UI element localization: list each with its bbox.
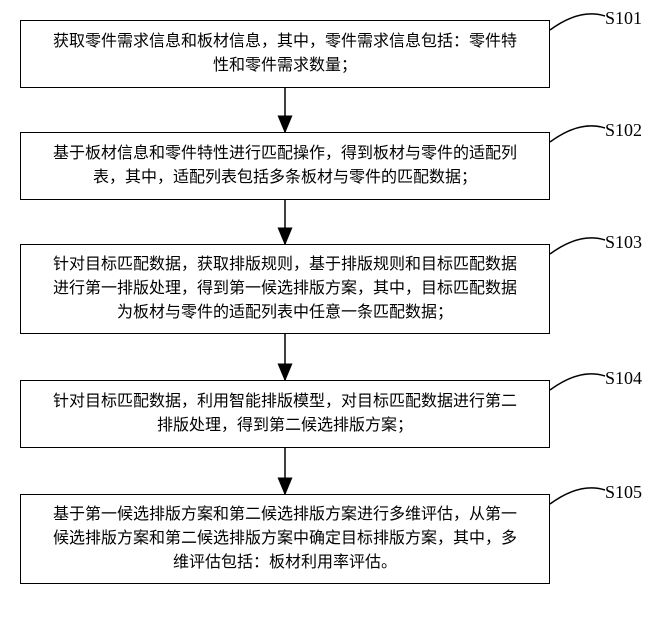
step-text: 获取零件需求信息和板材信息，其中，零件需求信息包括：零件特 性和零件需求数量； — [53, 30, 517, 78]
step-label-s102: S102 — [605, 120, 642, 141]
callout-curve-s103 — [550, 238, 605, 254]
step-box-s102: 基于板材信息和零件特性进行匹配操作，得到板材与零件的适配列 表，其中，适配列表包… — [20, 132, 550, 200]
step-text: 基于板材信息和零件特性进行匹配操作，得到板材与零件的适配列 表，其中，适配列表包… — [53, 142, 517, 190]
callout-curve-s102 — [550, 126, 605, 142]
step-label-s104: S104 — [605, 368, 642, 389]
step-box-s104: 针对目标匹配数据，利用智能排版模型，对目标匹配数据进行第二 排版处理，得到第二候… — [20, 380, 550, 448]
step-label-s105: S105 — [605, 482, 642, 503]
step-label-s101: S101 — [605, 8, 642, 29]
step-box-s103: 针对目标匹配数据，获取排版规则，基于排版规则和目标匹配数据 进行第一排版处理，得… — [20, 244, 550, 334]
callout-curve-s101 — [550, 14, 605, 30]
step-text: 针对目标匹配数据，获取排版规则，基于排版规则和目标匹配数据 进行第一排版处理，得… — [53, 253, 517, 325]
step-box-s105: 基于第一候选排版方案和第二候选排版方案进行多维评估，从第一 候选排版方案和第二候… — [20, 494, 550, 584]
step-text: 基于第一候选排版方案和第二候选排版方案进行多维评估，从第一 候选排版方案和第二候… — [53, 503, 517, 575]
callout-curve-s105 — [550, 488, 605, 504]
flowchart-container: 获取零件需求信息和板材信息，其中，零件需求信息包括：零件特 性和零件需求数量； S… — [0, 0, 665, 619]
step-text: 针对目标匹配数据，利用智能排版模型，对目标匹配数据进行第二 排版处理，得到第二候… — [53, 390, 517, 438]
callout-curve-s104 — [550, 374, 605, 390]
step-box-s101: 获取零件需求信息和板材信息，其中，零件需求信息包括：零件特 性和零件需求数量； — [20, 20, 550, 88]
step-label-s103: S103 — [605, 232, 642, 253]
